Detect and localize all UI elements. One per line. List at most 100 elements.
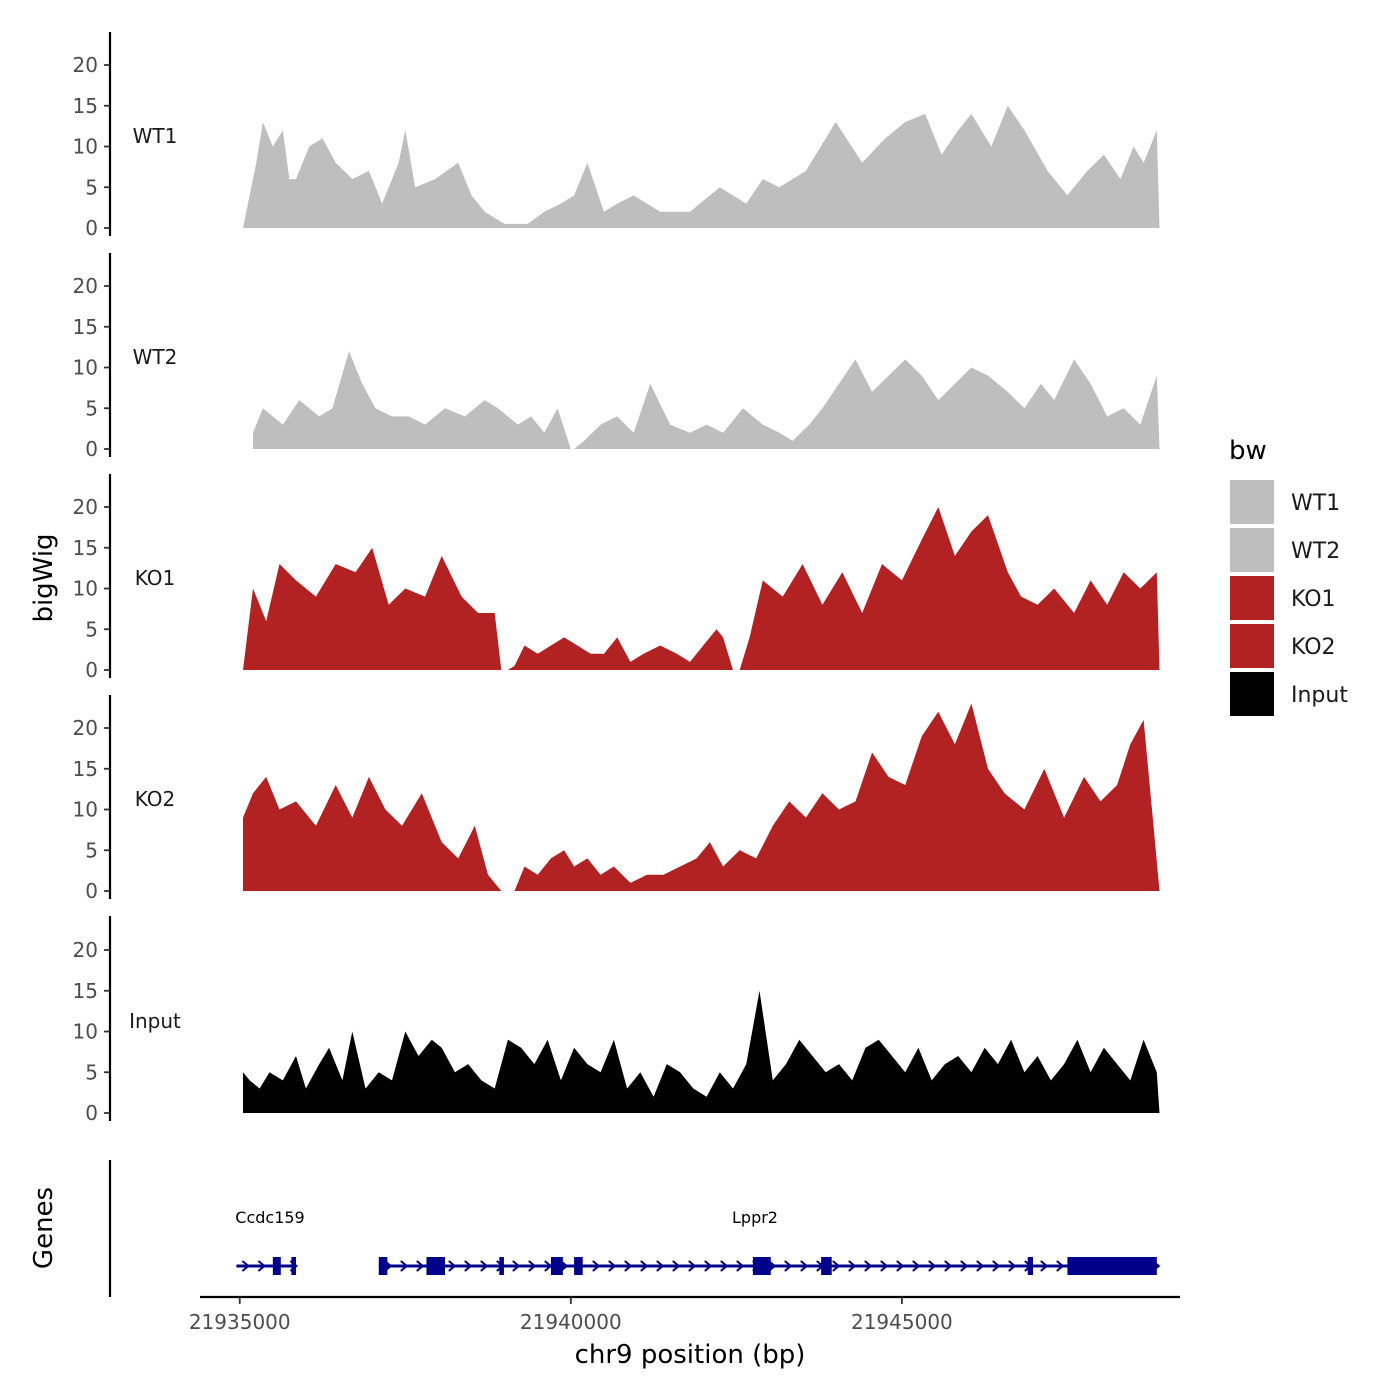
strand-arrow (448, 1260, 457, 1272)
x-axis-title: chr9 position (bp) (575, 1340, 806, 1370)
y-tick-label: 20 (73, 938, 98, 962)
track-input: 0 5 10 15 20 Input (73, 916, 1160, 1125)
strand-arrow (704, 1260, 713, 1272)
y-tick-label: 10 (73, 798, 98, 822)
legend: bw WT1 WT2 KO1 KO2 Input (1229, 436, 1348, 716)
exon (291, 1257, 297, 1275)
strand-arrow (640, 1260, 649, 1272)
legend-title: bw (1229, 436, 1267, 466)
y-tick-label: 0 (85, 658, 98, 682)
strand-arrow (880, 1260, 889, 1272)
strand-arrow (1008, 1260, 1017, 1272)
track-wt2: 0 5 10 15 20 WT2 (73, 253, 1160, 461)
track-wt1: 0 5 10 15 20 WT1 (73, 32, 1160, 240)
coverage-area-wt2 (253, 351, 1160, 449)
strand-arrow (832, 1260, 841, 1272)
track-ko2: 0 5 10 15 20 KO2 (73, 695, 1160, 903)
strand-arrow (992, 1260, 1001, 1272)
strand-arrow (480, 1260, 489, 1272)
y-tick-label: 15 (73, 979, 98, 1003)
track-label: Input (129, 1009, 181, 1033)
y-tick-label: 0 (85, 216, 98, 240)
y-tick-label: 0 (85, 1101, 98, 1125)
y-tick-label: 20 (73, 274, 98, 298)
y-tick-label: 0 (85, 437, 98, 461)
x-tick-label: 21940000 (520, 1310, 622, 1334)
coverage-tracks: 0 5 10 15 20 WT1 0 5 10 15 20 WT2 0 5 10 15 20 KO1 0 5 10 15 2… (73, 32, 1160, 1125)
y-tick-label: 10 (73, 356, 98, 380)
gene-label: Lppr2 (732, 1208, 778, 1227)
strand-arrow (257, 1260, 266, 1272)
strand-arrow (544, 1260, 553, 1272)
track-ko1: 0 5 10 15 20 KO1 (73, 474, 1160, 682)
exon (272, 1257, 281, 1275)
strand-arrow (241, 1260, 250, 1272)
coverage-area-input (243, 990, 1160, 1113)
y-tick-label: 10 (73, 135, 98, 159)
legend-key-ko2 (1230, 624, 1274, 668)
strand-arrow (1040, 1260, 1049, 1272)
track-label: KO2 (135, 787, 176, 811)
strand-arrow (416, 1260, 425, 1272)
strand-arrow (912, 1260, 921, 1272)
legend-label: Input (1291, 683, 1348, 708)
legend-key-ko1 (1230, 576, 1274, 620)
y-tick-label: 10 (73, 1020, 98, 1044)
y-tick-label: 20 (73, 53, 98, 77)
y-tick-label: 5 (85, 838, 98, 862)
strand-arrow (848, 1260, 857, 1272)
legend-label: WT1 (1291, 491, 1340, 516)
y-tick-label: 10 (73, 577, 98, 601)
y-tick-label: 20 (73, 495, 98, 519)
track-label: KO1 (135, 566, 176, 590)
gene-label: Ccdc159 (235, 1208, 304, 1227)
exon (1067, 1257, 1157, 1275)
strand-arrow (944, 1260, 953, 1272)
strand-arrow (896, 1260, 905, 1272)
coverage-area-wt1 (243, 105, 1160, 228)
exon (499, 1257, 504, 1275)
strand-arrow (464, 1260, 473, 1272)
strand-arrow (864, 1260, 873, 1272)
strand-arrow (672, 1260, 681, 1272)
strand-arrow (608, 1260, 617, 1272)
genes-axis-title: Genes (29, 1187, 59, 1269)
strand-arrow (800, 1260, 809, 1272)
legend-label: KO1 (1291, 587, 1336, 612)
exon (550, 1257, 563, 1275)
exon (574, 1257, 583, 1275)
gene-lppr2: Lppr2 (378, 1208, 1161, 1275)
legend-key-input (1230, 672, 1274, 716)
coverage-area-ko1 (243, 507, 1160, 670)
strand-arrow (592, 1260, 601, 1272)
exon (378, 1257, 388, 1275)
exon (821, 1257, 832, 1275)
strand-arrow (784, 1260, 793, 1272)
genes-panel: Ccdc159 Lppr2 (108, 1160, 1161, 1297)
y-tick-label: 5 (85, 175, 98, 199)
exon (752, 1257, 771, 1275)
y-tick-label: 5 (85, 617, 98, 641)
y-tick-label: 20 (73, 716, 98, 740)
strand-arrow (720, 1260, 729, 1272)
strand-arrow (688, 1260, 697, 1272)
strand-arrow (736, 1260, 745, 1272)
exon (426, 1257, 445, 1275)
legend-key-wt2 (1230, 528, 1274, 572)
strand-arrow (976, 1260, 985, 1272)
gene-ccdc159: Ccdc159 (235, 1208, 305, 1275)
legend-label: KO2 (1291, 635, 1336, 660)
track-label: WT2 (133, 345, 178, 369)
y-tick-label: 15 (73, 315, 98, 339)
y-axis-title: bigWig (29, 533, 59, 622)
strand-arrow (960, 1260, 969, 1272)
strand-arrow (656, 1260, 665, 1272)
legend-key-wt1 (1230, 480, 1274, 524)
y-tick-label: 15 (73, 94, 98, 118)
exon (1027, 1257, 1033, 1275)
y-tick-label: 15 (73, 536, 98, 560)
strand-arrow (528, 1260, 537, 1272)
x-tick-label: 21945000 (851, 1310, 953, 1334)
strand-arrow (1056, 1260, 1065, 1272)
